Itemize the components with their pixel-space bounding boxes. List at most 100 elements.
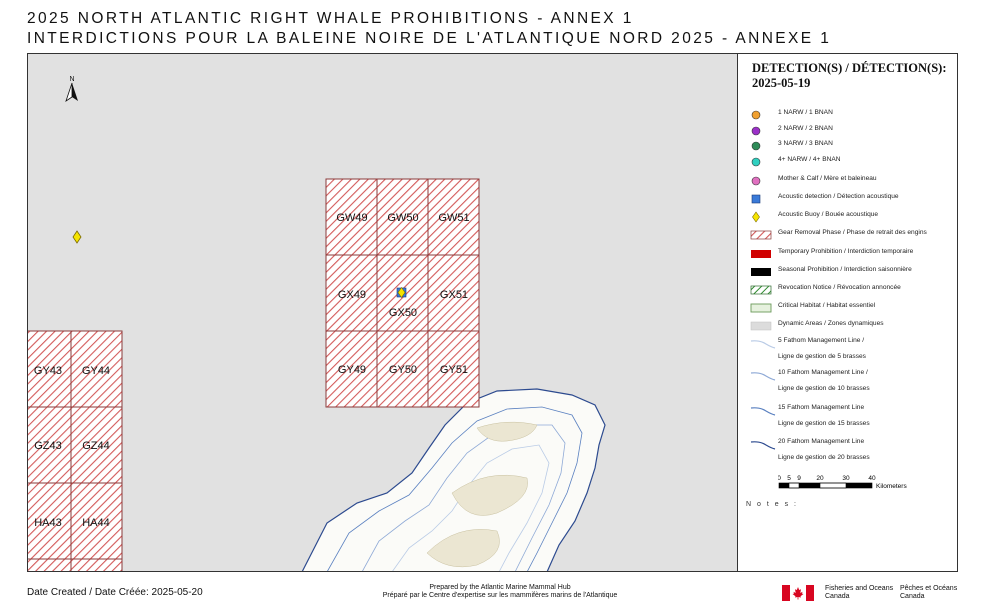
fathom-line-5: [391, 444, 550, 572]
legend-item: Gear Removal Phase / Phase de retrait de…: [738, 228, 959, 242]
legend-item: 1 NARW / 1 BNAN: [738, 108, 959, 122]
detection-dot-icon: [750, 174, 772, 188]
legend-line-label: Ligne de gestion de 10 brasses: [778, 385, 870, 392]
acoustic-buoy-icon: [750, 210, 772, 224]
scale-tick-label: 9: [797, 475, 801, 482]
legend-item-label: Seasonal Prohibition / Interdiction sais…: [778, 266, 912, 273]
grid-cell-label[interactable]: GX51: [440, 289, 468, 301]
legend-line-label: 10 Fathom Management Line /: [778, 369, 868, 376]
fathom-line-icon: [750, 370, 776, 384]
terrain-patch: [426, 529, 500, 568]
legend-item: Temporary Prohibition / Interdiction tem…: [738, 247, 959, 261]
hatch-swatch-icon: [750, 228, 772, 242]
detection-dot-icon: [750, 108, 772, 122]
legend-line-label: Ligne de gestion de 20 brasses: [778, 454, 870, 461]
grid-cell-label[interactable]: GY50: [389, 364, 417, 376]
gray-swatch-icon: [750, 319, 772, 333]
legend-item-label: Revocation Notice / Révocation annoncée: [778, 284, 901, 291]
scale-bar: 0 5 9 20 30 40 Kilometers: [777, 473, 958, 502]
acoustic-detection-icon: [750, 192, 772, 206]
legend-line-label: Ligne de gestion de 5 brasses: [778, 353, 866, 360]
legend-item-label: Mother & Calf / Mère et baleineau: [778, 175, 877, 182]
canada-flag-icon: [782, 585, 814, 606]
legend-line-item: 20 Fathom Management Line Ligne de gestio…: [738, 437, 959, 467]
north-label: N: [69, 76, 74, 83]
fathom-line-15: [326, 406, 583, 572]
scale-tick-label: 20: [816, 475, 824, 482]
terrain-patch: [476, 421, 538, 442]
legend-line-label: 20 Fathom Management Line: [778, 438, 865, 445]
scale-tick-label: 40: [868, 475, 876, 482]
map-canvas[interactable]: GW49 GW50 GW51 GX49 GX50 GX51 GY49 GY50 …: [27, 53, 737, 572]
grid-cell-label[interactable]: GZ43: [34, 440, 62, 452]
legend-item: Dynamic Areas / Zones dynamiques: [738, 319, 959, 333]
green-hatch-swatch-icon: [750, 283, 772, 297]
legend-item-label: 4+ NARW / 4+ BNAN: [778, 156, 841, 163]
fill-swatch-icon: [750, 247, 772, 261]
legend-item: Mother & Calf / Mère et baleineau: [738, 174, 959, 188]
grid-cell-label[interactable]: GX50: [389, 307, 417, 319]
notes-label: N o t e s :: [746, 501, 798, 508]
legend-item-label: Acoustic Buoy / Bouée acoustique: [778, 211, 879, 218]
legend-item: Seasonal Prohibition / Interdiction sais…: [738, 265, 959, 279]
fathom-line-icon: [750, 338, 776, 352]
grid-cell-label[interactable]: GZ44: [82, 440, 110, 452]
grid-cell-label[interactable]: HA44: [82, 517, 110, 529]
outline-swatch-icon: [750, 301, 772, 315]
legend-line-label: 15 Fathom Management Line: [778, 404, 865, 411]
grid-cell-label[interactable]: GW51: [438, 212, 469, 224]
legend-item-label: 2 NARW / 2 BNAN: [778, 125, 833, 132]
legend-item: 3 NARW / 3 BNAN: [738, 139, 959, 153]
detection-dot-icon: [750, 124, 772, 138]
prepared-by-en: Prepared by the Atlantic Marine Mammal H…: [429, 584, 571, 591]
legend-line-label: 5 Fathom Management Line /: [778, 337, 865, 344]
legend-item: Acoustic Buoy / Bouée acoustique: [738, 210, 959, 224]
legend-item: Critical Habitat / Habitat essentiel: [738, 301, 959, 315]
legend-item-label: 3 NARW / 3 BNAN: [778, 140, 833, 147]
scale-tick-label: 0: [778, 475, 781, 482]
dfo-country-en: Canada: [825, 593, 850, 600]
grid-cell-label[interactable]: HA43: [34, 517, 62, 529]
fill-swatch-icon: [750, 265, 772, 279]
legend-item-label: Acoustic detection / Détection acoustiqu…: [778, 193, 899, 200]
grid-cell-label[interactable]: GW49: [336, 212, 367, 224]
grid-cell-label[interactable]: GY49: [338, 364, 366, 376]
fathom-line-icon: [750, 405, 776, 419]
map-frame: [27, 53, 958, 572]
dfo-country-fr: Canada: [900, 593, 925, 600]
legend-item-label: Temporary Prohibition / Interdiction tem…: [778, 248, 914, 255]
terrain-patch: [451, 474, 528, 516]
legend-item: Acoustic detection / Détection acoustiqu…: [738, 192, 959, 206]
legend-item: 4+ NARW / 4+ BNAN: [738, 155, 959, 169]
grid-cell-label[interactable]: GY43: [34, 365, 62, 377]
scale-tick-label: 5: [787, 475, 791, 482]
acoustic-buoy-icon[interactable]: [397, 286, 406, 299]
map-title-fr: INTERDICTIONS POUR LA BALEINE NOIRE DE L…: [27, 30, 832, 47]
grid-cell-label[interactable]: GX49: [338, 289, 366, 301]
acoustic-buoy-icon[interactable]: [72, 230, 82, 244]
map-title-en: 2025 NORTH ATLANTIC RIGHT WHALE PROHIBIT…: [27, 10, 634, 27]
legend-item-label: Critical Habitat / Habitat essentiel: [778, 302, 876, 309]
grid-group-left: GY43 GY44 GZ43 GZ44 HA43 HA44: [27, 330, 123, 572]
dfo-name-en: Fisheries and Oceans: [825, 585, 894, 592]
grid-cell-label[interactable]: GW50: [387, 212, 418, 224]
grid-cell-label[interactable]: GY51: [440, 364, 468, 376]
detection-dot-icon: [750, 155, 772, 169]
legend-line-item: 5 Fathom Management Line / Ligne de gesti…: [738, 336, 959, 366]
legend-line-label: Ligne de gestion de 15 brasses: [778, 420, 870, 427]
detection-dot-icon: [750, 139, 772, 153]
fathom-line-icon: [750, 439, 776, 453]
land-mass: [301, 388, 606, 572]
north-arrow-icon: N: [65, 76, 78, 102]
scale-unit: Kilometers: [876, 483, 907, 490]
legend-line-item: 15 Fathom Management Line Ligne de gestio…: [738, 403, 959, 433]
legend-item-label: 1 NARW / 1 BNAN: [778, 109, 833, 116]
legend-item: Revocation Notice / Révocation annoncée: [738, 283, 959, 297]
scale-tick-label: 30: [842, 475, 850, 482]
legend-item: 2 NARW / 2 BNAN: [738, 124, 959, 138]
legend-item-label: Dynamic Areas / Zones dynamiques: [778, 320, 884, 327]
grid-cell-label[interactable]: GY44: [82, 365, 110, 377]
date-created: Date Created / Date Créée: 2025-05-20: [27, 587, 203, 598]
prepared-by-fr: Préparé par le Centre d'expertise sur le…: [382, 592, 618, 599]
legend-panel: DETECTION(S) / DÉTECTION(S): 2025-05-19 …: [737, 53, 958, 572]
